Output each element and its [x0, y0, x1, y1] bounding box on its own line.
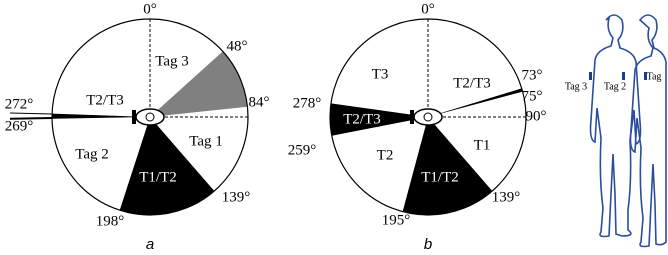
- angle-label: 139°: [492, 189, 521, 205]
- panel-caption: b: [424, 236, 432, 253]
- eye-icon: [146, 113, 154, 121]
- angle-label: 195°: [382, 212, 411, 228]
- sector: [120, 117, 215, 215]
- angle-label: 0°: [143, 1, 157, 17]
- angle-label: 75°: [522, 88, 543, 104]
- angle-label: 48°: [227, 38, 248, 54]
- tag-marker: [622, 72, 625, 80]
- panel-b: 0° T3 T2/T3 73° 75° 90° 278° T2/T3 259° …: [288, 1, 547, 253]
- tag-label: Tag 3: [565, 81, 587, 92]
- figure: 0° 48° 84° Tag 3 Tag 1 Tag 2 T1/T2 T2/T3…: [0, 0, 668, 255]
- angle-label: 259°: [288, 142, 317, 158]
- region-label: T2/T3: [453, 75, 491, 91]
- angle-label: 84°: [249, 94, 270, 110]
- region-label: Tag 1: [189, 133, 223, 149]
- region-label: T3: [372, 66, 389, 82]
- tag-label: Tag: [647, 71, 662, 82]
- angle-label: 198°: [96, 213, 125, 229]
- angle-label: 0°: [421, 1, 435, 17]
- body-outline: [631, 15, 667, 247]
- angle-label: 73°: [522, 67, 543, 83]
- body-outline: [591, 15, 641, 237]
- angle-label: 269°: [5, 118, 34, 134]
- panel-caption: a: [146, 236, 154, 253]
- region-label: T2: [377, 147, 394, 163]
- angle-label: 139°: [222, 189, 251, 205]
- body-figures: Tag 3 Tag 2 Tag: [565, 15, 666, 247]
- region-label: Tag 3: [155, 53, 189, 69]
- angle-label: 278°: [293, 95, 322, 111]
- panel-a: 0° 48° 84° Tag 3 Tag 1 Tag 2 T1/T2 T2/T3…: [5, 1, 270, 253]
- region-label: T1/T2: [139, 169, 177, 185]
- angle-label: 272°: [5, 96, 34, 112]
- region-label: T1/T2: [421, 169, 459, 185]
- angle-label: 90°: [526, 108, 547, 124]
- marker: [132, 110, 136, 124]
- region-label: T2/T3: [86, 92, 124, 108]
- region-label: T2/T3: [343, 111, 381, 127]
- region-label: T1: [474, 137, 491, 153]
- extension: [10, 113, 52, 114]
- marker: [410, 110, 414, 124]
- eye-icon: [424, 113, 432, 121]
- region-label: Tag 2: [75, 146, 109, 162]
- sector: [428, 88, 523, 117]
- tag-marker: [589, 72, 592, 80]
- tag-label: Tag 2: [604, 81, 626, 92]
